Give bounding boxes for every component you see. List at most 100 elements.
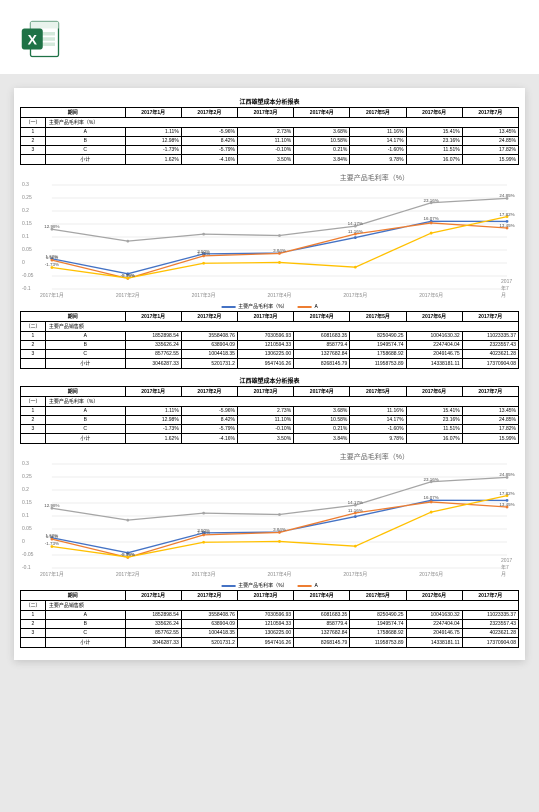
month-header: 2017年5月: [350, 387, 406, 397]
table-row: 3C-1.73%-5.79%-0.10%0.21%-1.60%11.51%17.…: [21, 146, 519, 155]
data-label: 24.85%: [499, 193, 514, 198]
y-axis-label: 0.1: [22, 234, 29, 240]
table-row: 3C-1.73%-5.79%-0.10%0.21%-1.60%11.51%17.…: [21, 425, 519, 434]
data-label: 13.45%: [499, 223, 514, 228]
month-header: 2017年7月: [462, 591, 518, 601]
month-header: 2017年5月: [350, 591, 406, 601]
data-label: 2.73%: [197, 251, 210, 256]
period-header: 期间: [21, 387, 126, 397]
data-label: 16.07%: [424, 216, 439, 221]
month-header: 2017年7月: [462, 312, 518, 322]
data-label: 23.16%: [424, 198, 439, 203]
excel-sheet-preview: 江西雄塑成本分析报表 期间 2017年1月2017年2月2017年3月2017年…: [14, 88, 525, 660]
period-header: 期间: [21, 108, 126, 118]
data-label: -1.73%: [45, 262, 59, 267]
month-header: 2017年4月: [294, 312, 350, 322]
data-label: 3.84%: [273, 248, 286, 253]
excel-icon: X: [20, 18, 62, 60]
data-label: 1.62%: [46, 254, 59, 259]
table-row: 2B335626.24638904.091210594.33858779.419…: [21, 341, 519, 350]
sales-table: 期间 2017年1月2017年2月2017年3月2017年4月2017年5月20…: [20, 311, 519, 369]
y-axis-label: 0: [22, 539, 25, 545]
x-axis-label: 2017年6月: [419, 571, 443, 578]
chart-svg: [20, 171, 519, 311]
data-label: 13.45%: [499, 502, 514, 507]
legend-item: 主要产品毛利率（%）: [221, 582, 287, 589]
y-axis-label: -0.1: [22, 565, 31, 571]
data-label: 24.85%: [499, 472, 514, 477]
month-header: 2017年3月: [237, 108, 293, 118]
month-header: 2017年6月: [406, 387, 462, 397]
x-axis-label: 2017年5月: [343, 292, 367, 299]
data-label: 12.98%: [44, 503, 59, 508]
month-header: 2017年6月: [406, 108, 462, 118]
table-row: 1A1.11%-5.96%2.73%3.68%11.16%15.41%13.45…: [21, 407, 519, 416]
month-header: 2017年5月: [350, 108, 406, 118]
header-row: 期间 2017年1月2017年2月2017年3月2017年4月2017年5月20…: [21, 387, 519, 397]
data-label: 14.17%: [348, 500, 363, 505]
data-label: -5.96%: [121, 552, 135, 557]
data-label: -5.96%: [121, 273, 135, 278]
table-row: 2B335626.24638904.091210594.33858779.419…: [21, 620, 519, 629]
y-axis-label: 0.3: [22, 182, 29, 188]
svg-text:X: X: [28, 31, 38, 47]
table-caption: 江西雄塑成本分析报表: [21, 96, 519, 108]
month-header: 2017年1月: [125, 387, 181, 397]
section-row: （二） 主要产品销售额: [21, 601, 519, 611]
table-row: 小计1.62%-4.16%3.50%3.84%9.78%16.07%15.99%: [21, 434, 519, 444]
legend-item: A: [298, 583, 318, 589]
month-header: 2017年3月: [237, 312, 293, 322]
y-axis-label: 0.3: [22, 461, 29, 467]
month-header: 2017年3月: [237, 387, 293, 397]
period-header: 期间: [21, 591, 126, 601]
y-axis-label: 0.1: [22, 513, 29, 519]
month-header: 2017年2月: [181, 591, 237, 601]
y-axis-label: -0.1: [22, 286, 31, 292]
month-header: 2017年3月: [237, 591, 293, 601]
x-axis-label: 2017年1月: [40, 571, 64, 578]
data-label: 17.82%: [499, 212, 514, 217]
header-row: 期间 2017年1月2017年2月2017年3月2017年4月2017年5月20…: [21, 312, 519, 322]
y-axis-label: -0.05: [22, 273, 33, 279]
table-row: 1A1.11%-5.96%2.73%3.68%11.16%15.41%13.45…: [21, 128, 519, 137]
header-row: 期间 2017年1月2017年2月2017年3月2017年4月2017年5月20…: [21, 108, 519, 118]
data-label: 12.98%: [44, 224, 59, 229]
month-header: 2017年1月: [125, 591, 181, 601]
x-axis-label: 2017年1月: [40, 292, 64, 299]
x-axis-label: 2017年7月: [501, 558, 513, 578]
sales-table: 期间 2017年1月2017年2月2017年3月2017年4月2017年5月20…: [20, 590, 519, 648]
template-header: X: [0, 0, 539, 74]
sales-table-section: 期间 2017年1月2017年2月2017年3月2017年4月2017年5月20…: [20, 311, 519, 369]
chart-legend: 主要产品毛利率（%） A: [221, 582, 318, 589]
profit-chart: 主要产品毛利率（%） 主要产品毛利率（%） A -0.1 -0.05 0 0.05 0.1…: [20, 450, 519, 590]
table-row: 3C857762.551004418.351306225.001327682.8…: [21, 629, 519, 638]
y-axis-label: 0.2: [22, 208, 29, 214]
profit-chart: 主要产品毛利率（%） 主要产品毛利率（%）A -0.1-0.0500.050.1…: [20, 171, 519, 311]
table-row: 2B12.98%8.42%11.10%10.58%14.17%23.16%24.…: [21, 416, 519, 425]
legend-item: 主要产品毛利率（%）: [221, 303, 287, 310]
month-header: 2017年6月: [406, 312, 462, 322]
x-axis-label: 2017年4月: [268, 571, 292, 578]
y-axis-label: -0.05: [22, 552, 33, 558]
period-header: 期间: [21, 312, 126, 322]
x-axis-label: 2017年2月: [116, 292, 140, 299]
data-label: 11.16%: [348, 508, 363, 513]
table-row: 2B12.98%8.42%11.10%10.58%14.17%23.16%24.…: [21, 137, 519, 146]
month-header: 2017年2月: [181, 312, 237, 322]
x-axis-label: 2017年4月: [268, 292, 292, 299]
y-axis-label: 0.25: [22, 474, 32, 480]
y-axis-label: 0.05: [22, 247, 32, 253]
section-row: （一） 主要产品毛利率（%）: [21, 397, 519, 407]
y-axis-label: 0.25: [22, 195, 32, 201]
data-label: 3.84%: [273, 527, 286, 532]
y-axis-label: 0.05: [22, 526, 32, 532]
x-axis-label: 2017年3月: [192, 571, 216, 578]
month-header: 2017年7月: [462, 387, 518, 397]
header-row: 期间 2017年1月2017年2月2017年3月2017年4月2017年5月20…: [21, 591, 519, 601]
profit-table: 江西雄塑成本分析报表 期间 2017年1月2017年2月2017年3月2017年…: [20, 96, 519, 165]
chart-title: 主要产品毛利率（%）: [340, 452, 409, 462]
table-caption: 江西雄塑成本分析报表: [21, 375, 519, 387]
section-row: （二） 主要产品销售额: [21, 322, 519, 332]
section-row: （一） 主要产品毛利率（%）: [21, 118, 519, 128]
chart-legend: 主要产品毛利率（%）A: [221, 303, 318, 310]
